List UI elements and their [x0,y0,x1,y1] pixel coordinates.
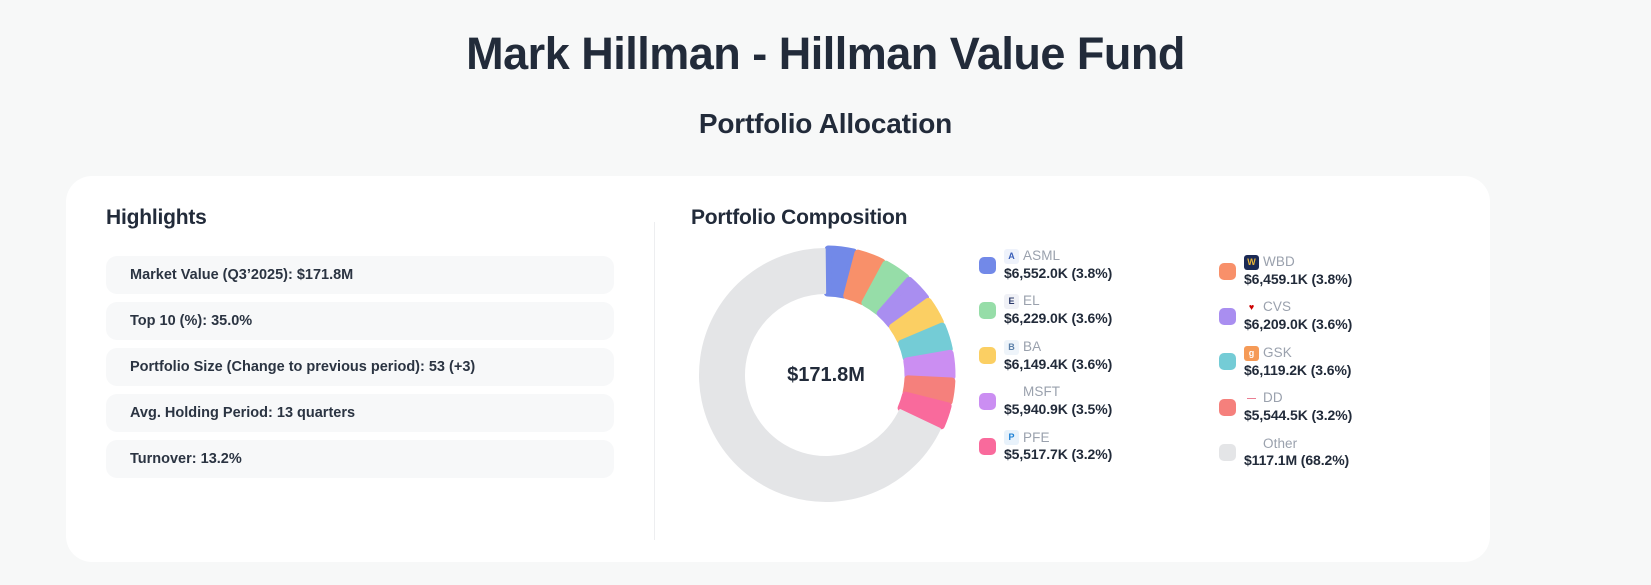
legend-ticker: PFE [1023,429,1050,445]
company-logo-icon: ♥ [1244,300,1259,316]
page-subtitle: Portfolio Allocation [698,107,953,139]
legend-column-right: W WBD $6,459.1K (3.8%) ♥ [1219,248,1459,470]
composition-panel: Portfolio Composition $171.8M A AS [655,176,1490,562]
legend-swatch-icon [979,392,996,410]
legend-item[interactable]: E EL $6,229.0K (3.6%) [979,293,1219,327]
legend-ticker: MSFT [1023,384,1061,400]
legend-ticker: Other [1263,435,1298,451]
company-logo-icon: g [1244,345,1259,361]
legend-swatch-icon [1219,308,1236,326]
legend-swatch-icon [1219,353,1236,371]
donut-chart: $171.8M [695,244,957,506]
legend-item[interactable]: ― DD $5,544.5K (3.2%) [1219,390,1459,424]
chart-legend: A ASML $6,552.0K (3.8%) E [957,244,1490,470]
legend-ticker: CVS [1263,299,1292,315]
page-title: Mark Hillman - Hillman Value Fund [466,28,1185,79]
legend-swatch-icon [979,438,996,456]
legend-item[interactable]: B BA $6,149.4K (3.6%) [979,339,1219,373]
legend-item[interactable]: A ASML $6,552.0K (3.8%) [979,248,1219,282]
legend-value: $5,544.5K (3.2%) [1244,407,1353,423]
list-item: Turnover: 13.2% [106,440,614,478]
highlights-panel: Highlights Market Value (Q3’2025): $171.… [66,176,654,562]
list-item: Portfolio Size (Change to previous perio… [106,348,614,386]
legend-swatch-icon [1219,398,1236,416]
company-logo-icon: W [1244,254,1259,270]
legend-ticker: DD [1263,390,1283,406]
legend-swatch-icon [1219,262,1236,280]
legend-ticker: WBD [1263,254,1295,269]
legend-item[interactable]: W WBD $6,459.1K (3.8%) [1219,254,1459,288]
legend-swatch-icon [1219,444,1236,462]
legend-value: $5,940.9K (3.5%) [1004,401,1113,417]
list-item: Top 10 (%): 35.0% [106,302,614,340]
composition-heading: Portfolio Composition [691,206,908,229]
legend-swatch-icon [979,256,996,274]
company-logo-icon: E [1004,294,1019,310]
company-logo-icon: ― [1244,391,1259,407]
company-logo-icon [1004,385,1019,401]
legend-item[interactable]: g GSK $6,119.2K (3.6%) [1219,345,1459,379]
legend-column-left: A ASML $6,552.0K (3.8%) E [979,248,1219,470]
legend-ticker: ASML [1023,248,1061,263]
legend-ticker: BA [1023,338,1042,354]
legend-swatch-icon [979,347,996,365]
donut-chart-svg [699,245,956,502]
legend-item[interactable]: P PFE $5,517.7K (3.2%) [979,430,1219,464]
legend-value: $5,517.7K (3.2%) [1004,446,1113,463]
legend-value: $6,119.2K (3.6%) [1244,361,1352,378]
highlights-heading: Highlights [106,206,207,229]
legend-value: $6,209.0K (3.6%) [1244,316,1353,333]
donut-segment-other[interactable] [699,248,941,502]
legend-item[interactable]: Other $117.1M (68.2%) [1219,436,1459,470]
donut-segment-pfe[interactable] [897,391,952,430]
list-item: Avg. Holding Period: 13 quarters [106,394,614,432]
legend-ticker: GSK [1263,344,1292,360]
company-logo-icon: A [1004,248,1019,264]
legend-value: $6,229.0K (3.6%) [1004,310,1113,327]
composition-body: $171.8M A ASML $6,552.0K (3.8%) [691,244,1490,506]
legend-item[interactable]: MSFT $5,940.9K (3.5%) [979,384,1219,418]
highlights-list: Market Value (Q3’2025): $171.8M Top 10 (… [106,256,614,478]
donut-segment-msft[interactable] [903,349,956,381]
panel-divider [654,222,655,540]
company-logo-icon: P [1004,430,1019,446]
legend-ticker: EL [1023,293,1040,309]
legend-value: $6,459.1K (3.8%) [1244,270,1353,287]
legend-value: $117.1M (68.2%) [1244,452,1350,469]
legend-swatch-icon [979,302,996,320]
legend-value: $6,552.0K (3.8%) [1004,264,1113,281]
legend-value: $6,149.4K (3.6%) [1004,355,1113,372]
main-card: Highlights Market Value (Q3’2025): $171.… [66,176,1490,562]
company-logo-icon: B [1004,339,1019,355]
legend-item[interactable]: ♥ CVS $6,209.0K (3.6%) [1219,299,1459,333]
list-item: Market Value (Q3’2025): $171.8M [106,256,614,294]
